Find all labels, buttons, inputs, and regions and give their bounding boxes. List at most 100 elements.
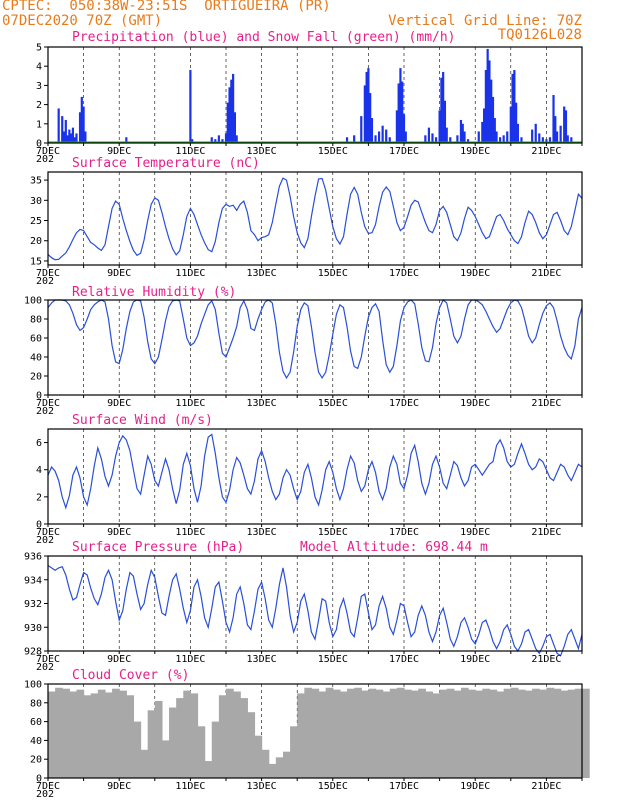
x-tick-label: 17DEC [389,268,419,279]
year-label: 202 [36,662,54,673]
wind-line [47,433,583,510]
x-tick-label: 7DEC [36,146,60,157]
snow-bar [510,141,547,143]
precip-bar [61,116,64,143]
y-tick-label: 60 [30,717,42,728]
cloud-bar [325,687,334,778]
y-tick-label: 0 [36,139,42,150]
precip-bar [395,110,398,143]
snow-bar [261,141,298,143]
cloud-bar [169,707,177,778]
precip-bar [515,102,518,143]
x-tick-label: 17DEC [389,654,419,665]
x-tick-label: 7DEC [36,268,60,279]
precip-bar [538,133,541,143]
cloud-bar [539,689,547,778]
x-tick-label: 19DEC [460,268,490,279]
x-tick-label: 15DEC [318,268,348,279]
precip-bar [563,106,566,143]
x-tick-label: 13DEC [247,146,277,157]
x-tick-label: 17DEC [389,781,419,792]
precip-bar [401,81,404,143]
y-tick-label: 4 [36,465,42,476]
cloud-bar [275,757,284,778]
precip-bar [191,139,194,143]
precip-bar [397,83,400,143]
cloud-bar [354,687,362,778]
precip-bar [377,131,381,143]
precip-bar [78,112,82,143]
cloud-bar [510,687,519,778]
model-altitude: Model Altitude: 698.44 m [300,540,488,555]
precip-bar [431,133,434,143]
x-tick-label: 21DEC [531,527,561,538]
y-tick-label: 930 [24,623,42,634]
snow-bar [119,141,155,143]
cloud-bar [482,688,491,778]
year-label: 202 [36,789,54,800]
precip-bar [57,108,60,143]
cloud-bar [62,688,70,778]
cloud-bar [304,687,313,778]
precip-bar [516,123,520,143]
cloud-bar [560,690,569,778]
precip-bar [221,139,224,143]
y-tick-label: 3 [36,81,42,92]
x-tick-label: 19DEC [460,654,490,665]
y-tick-label: 40 [30,353,42,364]
precip-bar [564,110,568,143]
precip-bar [217,135,220,143]
cloud-bar [161,740,170,778]
precip-bar [226,102,229,143]
y-tick-label: 35 [30,176,42,187]
header-model-id: TQ0126L028 [497,27,582,43]
y-tick-label: 2 [36,492,42,503]
snow-bar [368,141,404,143]
cloud-bar [432,693,441,778]
cloud-bar [247,712,256,778]
cloud-bar [368,688,377,778]
x-tick-label: 21DEC [531,781,561,792]
cloud-bar [475,690,483,778]
x-tick-label: 9DEC [107,146,131,157]
y-tick-label: 20 [30,236,42,247]
y-tick-label: 0 [36,520,42,531]
cloud-bar [446,688,455,778]
precip-bar [365,71,368,143]
precip-bar [75,133,78,143]
cloud-bar [176,698,184,778]
x-tick-label: 11DEC [175,654,205,665]
cloud-bar [183,690,191,778]
x-tick-label: 13DEC [247,781,277,792]
snow-bar [475,141,511,143]
precip-bar [369,93,372,143]
cloud-bar [582,688,590,778]
cloud-bar [404,689,412,778]
cloud-bar [297,693,305,778]
y-tick-label: 25 [30,216,42,227]
cloud-bar [318,691,327,778]
cloud-bar [567,689,576,778]
precip-bar [531,129,534,143]
precip-bar [381,125,384,143]
precip-bar [442,71,445,143]
cloud-bar [218,695,227,778]
cloud-bar [83,695,92,778]
y-tick-label: 928 [24,647,42,658]
precip-bar [434,137,438,143]
pressure-title: Surface Pressure (hPa) [72,540,244,555]
year-label: 202 [36,535,54,546]
cloud-bar [190,693,199,778]
y-tick-label: 40 [30,736,42,747]
year-label: 202 [36,276,54,287]
cloud-bar [517,689,526,778]
panel-frame [47,299,583,396]
cloud-bar [382,691,391,778]
x-tick-label: 11DEC [175,781,205,792]
precip-bar [509,106,512,143]
precip-bar [370,118,374,143]
cloud-bar [332,689,341,778]
cloud-bar [233,691,241,778]
precip-bar [438,110,441,143]
